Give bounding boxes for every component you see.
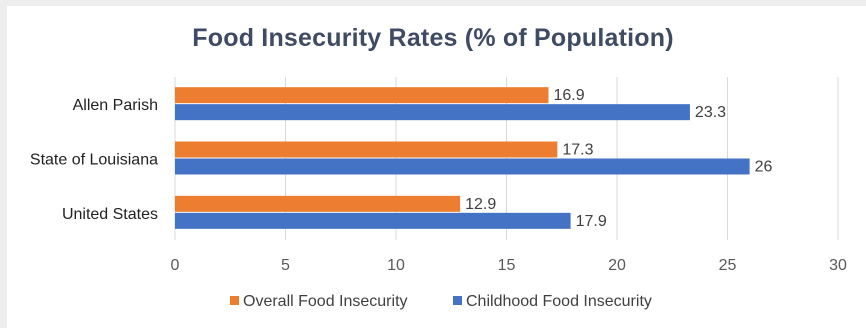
x-tick-label-25: 25	[719, 257, 737, 274]
category-label-united-states: United States	[62, 206, 158, 223]
category-label-state-of-louisiana: State of Louisiana	[30, 152, 158, 169]
x-tick-label-30: 30	[829, 257, 847, 274]
bar-childhood-food-insecurity-state-of-louisiana	[175, 158, 750, 175]
bar-childhood-food-insecurity-united-states	[175, 212, 571, 229]
legend-swatch-overall-food-insecurity	[230, 296, 239, 305]
chart-title: Food Insecurity Rates (% of Population)	[192, 24, 674, 52]
x-tick-label-10: 10	[387, 257, 405, 274]
x-tick-label-15: 15	[498, 257, 516, 274]
x-tick-label-0: 0	[171, 257, 180, 274]
bar-overall-food-insecurity-united-states	[175, 195, 461, 212]
data-label-overall-food-insecurity-united-states: 12.9	[465, 196, 496, 213]
legend-label-childhood-food-insecurity: Childhood Food Insecurity	[466, 293, 652, 310]
data-label-childhood-food-insecurity-state-of-louisiana: 26	[755, 159, 773, 176]
legend: Overall Food Insecurity Childhood Food In…	[230, 293, 652, 310]
x-tick-label-20: 20	[608, 257, 626, 274]
legend-swatch-childhood-food-insecurity	[453, 296, 462, 305]
legend-label-overall-food-insecurity: Overall Food Insecurity	[243, 293, 408, 310]
data-label-childhood-food-insecurity-united-states: 17.9	[576, 213, 607, 230]
data-label-overall-food-insecurity-state-of-louisiana: 17.3	[562, 142, 593, 159]
category-label-allen-parish: Allen Parish	[73, 97, 158, 114]
data-label-overall-food-insecurity-allen-parish: 16.9	[553, 87, 584, 104]
bars	[175, 87, 750, 229]
labels: 0 5 10 15 20 25 30 Allen Parish 16.9 23.3 State of…	[30, 87, 847, 274]
data-label-childhood-food-insecurity-allen-parish: 23.3	[695, 104, 726, 121]
x-tick-label-5: 5	[281, 257, 290, 274]
bar-childhood-food-insecurity-allen-parish	[175, 104, 690, 121]
bar-overall-food-insecurity-allen-parish	[175, 87, 549, 104]
bar-overall-food-insecurity-state-of-louisiana	[175, 141, 558, 158]
